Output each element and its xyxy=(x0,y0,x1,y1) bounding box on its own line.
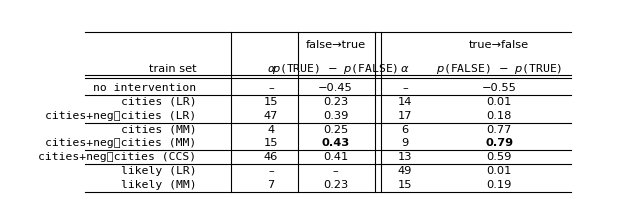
Text: 4: 4 xyxy=(268,125,275,135)
Text: train set: train set xyxy=(149,64,196,74)
Text: –: – xyxy=(333,166,339,176)
Text: 15: 15 xyxy=(397,180,412,190)
Text: −0.45: −0.45 xyxy=(318,83,353,93)
Text: 7: 7 xyxy=(268,180,275,190)
Text: α: α xyxy=(401,64,408,74)
Text: cities+neg⁠cities (MM): cities+neg⁠cities (MM) xyxy=(45,138,196,148)
Text: cities+neg⁠cities (LR): cities+neg⁠cities (LR) xyxy=(45,111,196,121)
Text: α: α xyxy=(268,64,275,74)
Text: cities+neg⁠cities (CCS): cities+neg⁠cities (CCS) xyxy=(38,152,196,162)
Text: 0.43: 0.43 xyxy=(321,138,349,148)
Text: 0.01: 0.01 xyxy=(486,166,512,176)
Text: 0.59: 0.59 xyxy=(486,152,512,162)
Text: 0.18: 0.18 xyxy=(486,111,512,121)
Text: –: – xyxy=(268,166,274,176)
Text: 15: 15 xyxy=(264,97,278,107)
Text: 0.39: 0.39 xyxy=(323,111,348,121)
Text: 17: 17 xyxy=(397,111,412,121)
Text: $p$(TRUE) $-$ $p$(FALSE): $p$(TRUE) $-$ $p$(FALSE) xyxy=(272,62,399,76)
Text: 0.77: 0.77 xyxy=(486,125,512,135)
Text: 47: 47 xyxy=(264,111,278,121)
Text: 9: 9 xyxy=(401,138,408,148)
Text: true→false: true→false xyxy=(469,40,529,50)
Text: 15: 15 xyxy=(264,138,278,148)
Text: 0.25: 0.25 xyxy=(323,125,348,135)
Text: no intervention: no intervention xyxy=(93,83,196,93)
Text: 13: 13 xyxy=(397,152,412,162)
Text: 6: 6 xyxy=(401,125,408,135)
Text: 0.01: 0.01 xyxy=(486,97,512,107)
Text: cities (MM): cities (MM) xyxy=(121,125,196,135)
Text: –: – xyxy=(402,83,408,93)
Text: likely (MM): likely (MM) xyxy=(121,180,196,190)
Text: cities (LR): cities (LR) xyxy=(121,97,196,107)
Text: 49: 49 xyxy=(397,166,412,176)
Text: $p$(FALSE) $-$ $p$(TRUE): $p$(FALSE) $-$ $p$(TRUE) xyxy=(436,62,563,76)
Text: −0.55: −0.55 xyxy=(482,83,516,93)
Text: –: – xyxy=(268,83,274,93)
Text: 0.79: 0.79 xyxy=(485,138,513,148)
Text: false→true: false→true xyxy=(305,40,365,50)
Text: 0.19: 0.19 xyxy=(486,180,512,190)
Text: 0.41: 0.41 xyxy=(323,152,348,162)
Text: 14: 14 xyxy=(397,97,412,107)
Text: 0.23: 0.23 xyxy=(323,97,348,107)
Text: 46: 46 xyxy=(264,152,278,162)
Text: likely (LR): likely (LR) xyxy=(121,166,196,176)
Text: 0.23: 0.23 xyxy=(323,180,348,190)
